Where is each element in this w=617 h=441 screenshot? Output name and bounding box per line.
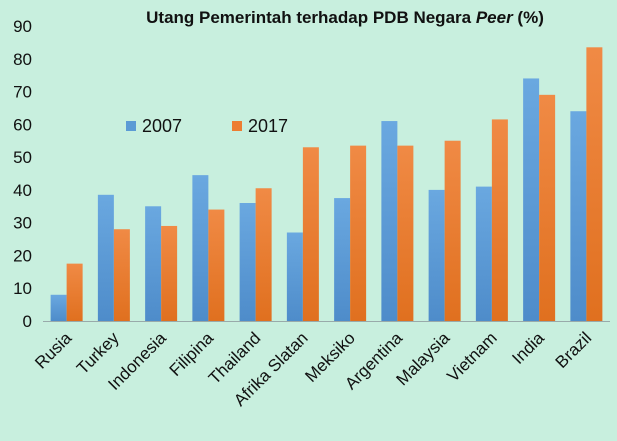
bar-2007-indonesia bbox=[145, 206, 162, 321]
bar-2007-filipina bbox=[192, 175, 209, 321]
y-tick-label: 0 bbox=[23, 312, 32, 331]
y-tick-label: 30 bbox=[13, 214, 32, 233]
bar-2017-argentina bbox=[397, 145, 414, 321]
x-axis: RusiaTurkeyIndonesiaFilipinaThailandAfri… bbox=[31, 321, 610, 410]
x-category-label: Malaysia bbox=[393, 328, 454, 389]
y-tick-label: 10 bbox=[13, 279, 32, 298]
y-tick-label: 60 bbox=[13, 115, 32, 134]
bar-2017-turkey bbox=[113, 229, 130, 321]
bar-2007-vietnam bbox=[475, 186, 492, 321]
y-tick-label: 20 bbox=[13, 246, 32, 265]
bar-2007-india bbox=[523, 78, 540, 321]
chart-title-tail: (%) bbox=[513, 8, 544, 27]
legend-label: 2017 bbox=[248, 116, 288, 136]
y-tick-label: 50 bbox=[13, 148, 32, 167]
bar-2007-rusia bbox=[50, 294, 67, 321]
y-tick-label: 40 bbox=[13, 181, 32, 200]
bar-2017-filipina bbox=[208, 209, 225, 321]
bar-2017-brazil bbox=[586, 47, 603, 322]
bar-2007-turkey bbox=[97, 194, 114, 321]
chart-title-emphasis: Peer bbox=[476, 8, 514, 27]
y-tick-label: 70 bbox=[13, 83, 32, 102]
legend-label: 2007 bbox=[142, 116, 182, 136]
bar-2007-meksiko bbox=[334, 198, 351, 321]
bar-2007-malaysia bbox=[428, 189, 445, 321]
bar-2017-meksiko bbox=[350, 145, 367, 321]
legend-swatch-2017 bbox=[232, 121, 242, 131]
bar-2017-indonesia bbox=[161, 225, 178, 321]
chart-title: Utang Pemerintah terhadap PDB Negara Pee… bbox=[146, 8, 544, 27]
x-category-label: Brazil bbox=[552, 328, 595, 371]
bar-2007-afrika-slatan bbox=[286, 232, 303, 321]
bar-2007-argentina bbox=[381, 121, 398, 321]
x-category-label: Vietnam bbox=[443, 328, 500, 385]
bar-2017-rusia bbox=[66, 263, 83, 321]
chart-title-main: Utang Pemerintah terhadap PDB Negara bbox=[146, 8, 476, 27]
legend-swatch-2007 bbox=[126, 121, 136, 131]
bar-2017-afrika-slatan bbox=[302, 147, 319, 321]
y-tick-label: 80 bbox=[13, 50, 32, 69]
y-axis: 0 10 20 30 40 50 60 70 80 90 bbox=[13, 17, 32, 331]
bar-2007-thailand bbox=[239, 203, 256, 321]
x-category-label: Rusia bbox=[31, 328, 76, 373]
x-category-label: India bbox=[508, 328, 548, 368]
bar-2017-india bbox=[539, 94, 556, 321]
bar-2017-malaysia bbox=[444, 140, 461, 321]
bar-2017-vietnam bbox=[491, 119, 508, 322]
bars-group bbox=[50, 47, 603, 322]
legend: 2007 2017 bbox=[126, 116, 288, 136]
y-tick-label: 90 bbox=[13, 17, 32, 36]
bar-2007-brazil bbox=[570, 111, 587, 321]
bar-2017-thailand bbox=[255, 188, 272, 321]
